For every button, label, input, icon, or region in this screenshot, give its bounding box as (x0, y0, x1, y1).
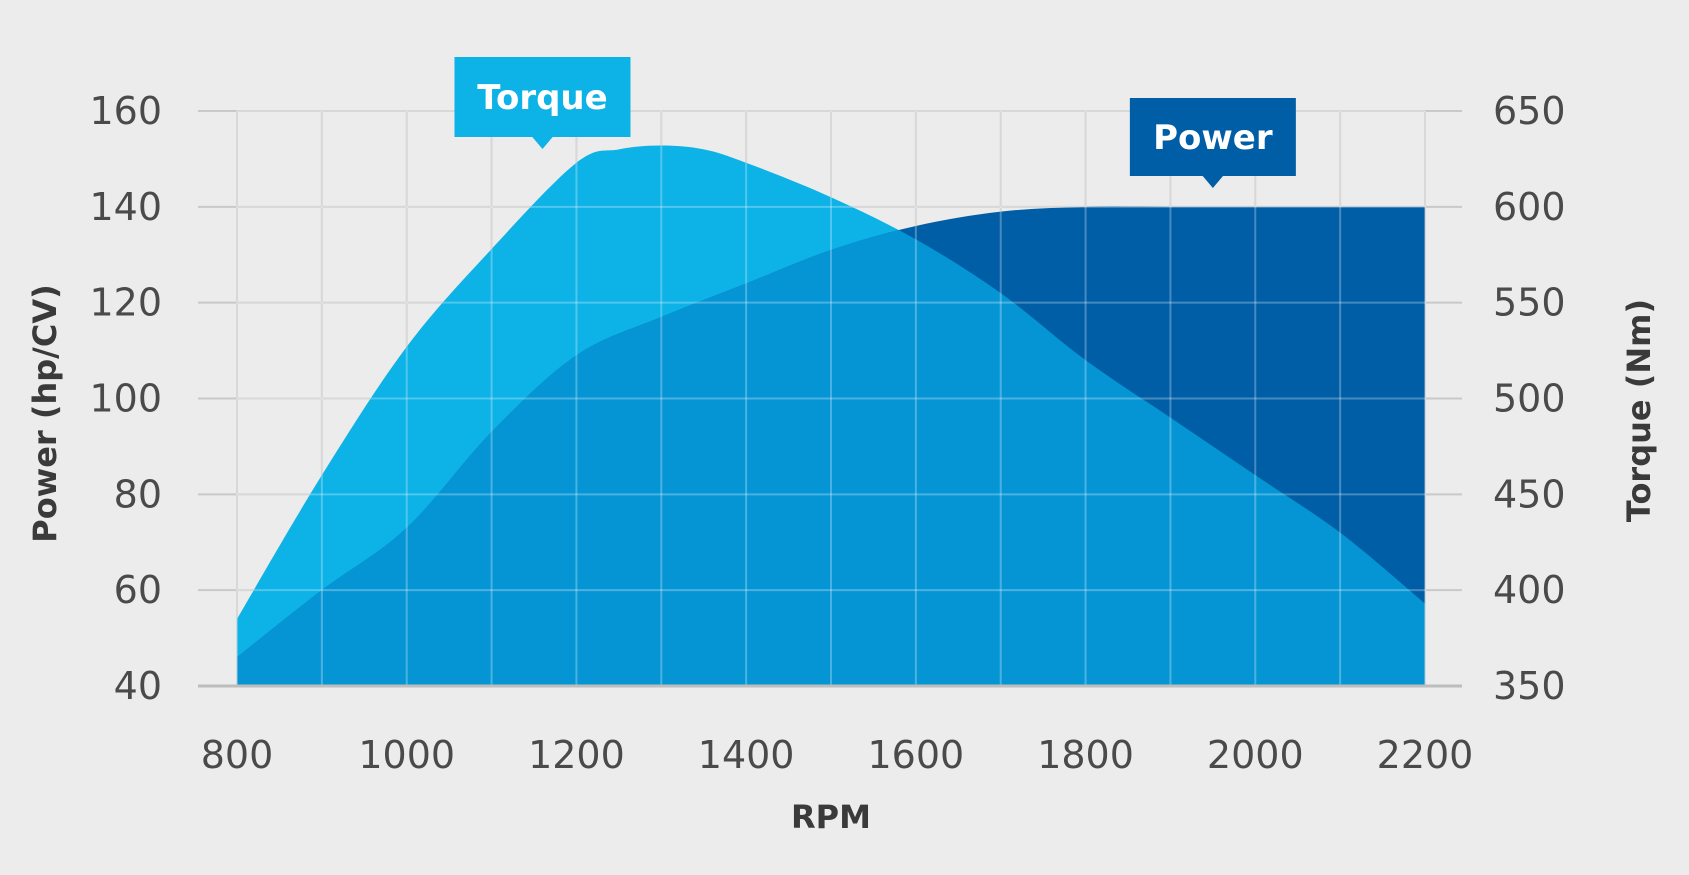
x-tick-label: 2000 (1207, 733, 1304, 777)
y-right-tick-label: 500 (1493, 377, 1566, 421)
y-left-tick-label: 60 (114, 568, 162, 612)
y-left-tick-label: 140 (89, 185, 162, 229)
x-tick-label: 1600 (867, 733, 964, 777)
x-tick-label: 1800 (1037, 733, 1134, 777)
y-left-tick-label: 120 (89, 281, 162, 325)
callout-box (454, 57, 631, 137)
y-left-axis-title: Power (hp/CV) (26, 284, 64, 543)
labels: 800 1000 1200 1400 1600 1800 2000 2200 40 60 80 100… (26, 89, 1658, 836)
x-axis-title: RPM (791, 798, 871, 836)
callout-pointer (1201, 175, 1224, 188)
x-tick-label: 2200 (1377, 733, 1474, 777)
y-left-tick-label: 100 (89, 377, 162, 421)
y-right-tick-label: 450 (1493, 472, 1566, 516)
y-right-tick-label: 600 (1493, 185, 1566, 229)
areas (236, 110, 1426, 686)
x-tick-label: 1400 (698, 733, 795, 777)
y-left-tick-label: 40 (114, 664, 162, 708)
x-tick-label: 1200 (528, 733, 625, 777)
callout-label: Power (1153, 118, 1273, 158)
y-right-tick-label: 650 (1493, 89, 1566, 133)
x-tick-label: 800 (201, 733, 274, 777)
y-right-axis-title: Torque (Nm) (1620, 299, 1658, 522)
callout-label: Torque (477, 78, 607, 118)
callout-box (1129, 98, 1296, 176)
callout-torque: Torque (454, 57, 631, 149)
y-right-tick-label: 350 (1493, 664, 1566, 708)
y-right-tick-label: 400 (1493, 568, 1566, 612)
y-left-tick-label: 160 (89, 89, 162, 133)
callout-pointer (531, 136, 554, 149)
y-right-tick-label: 550 (1493, 281, 1566, 325)
x-tick-label: 1000 (358, 733, 455, 777)
callouts: Torque Power (454, 57, 1296, 188)
callout-power: Power (1129, 98, 1296, 188)
y-left-tick-label: 80 (114, 472, 162, 516)
